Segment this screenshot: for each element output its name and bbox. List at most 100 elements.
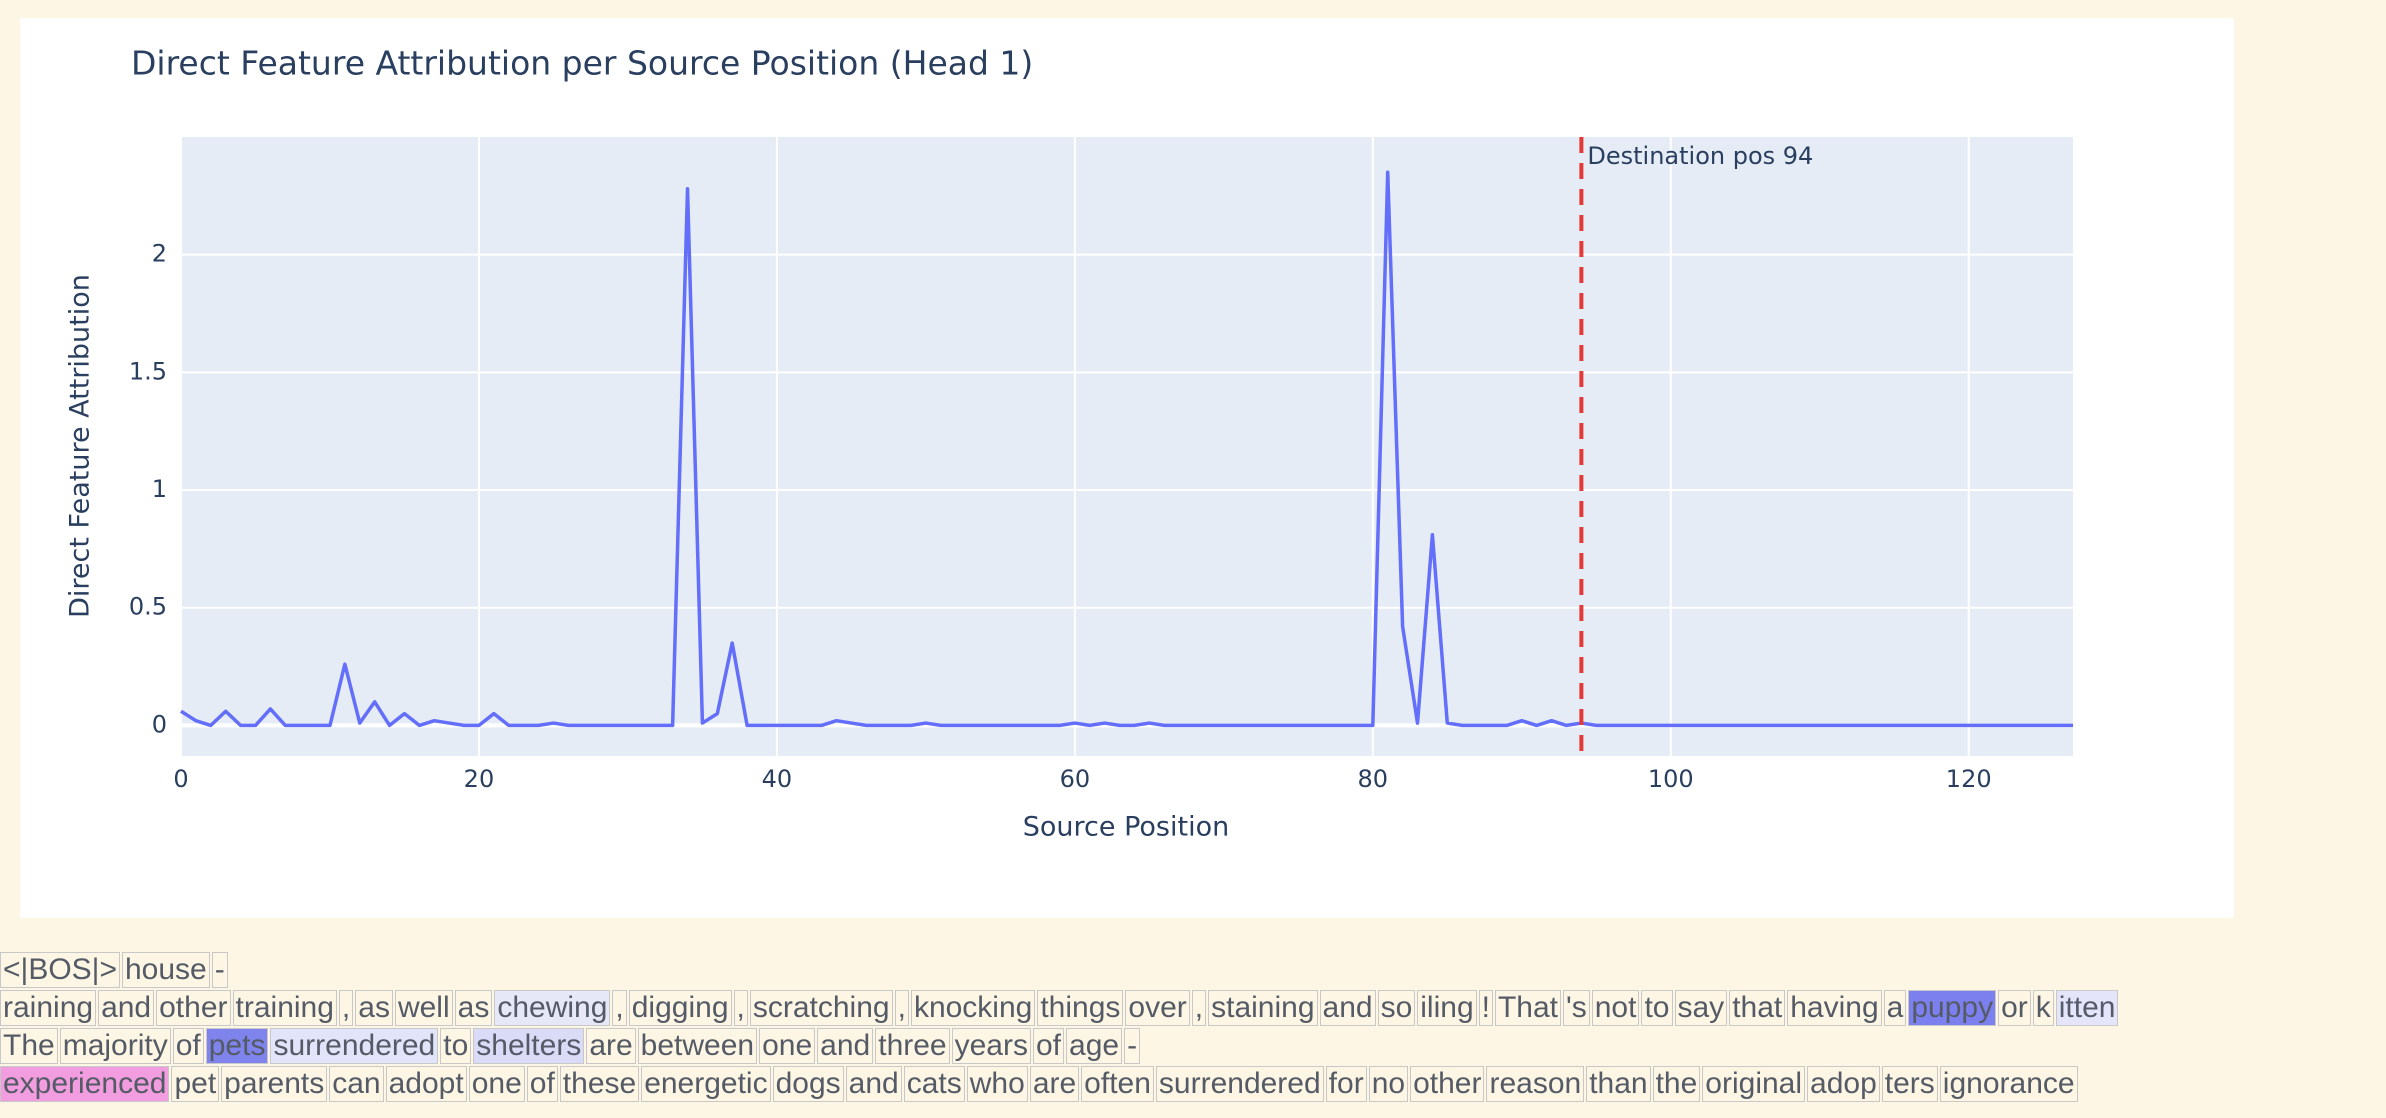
token: as (454, 990, 493, 1026)
token: surrendered (270, 1028, 439, 1064)
token: and (817, 1028, 874, 1064)
token: , (733, 990, 748, 1026)
token: say (1674, 990, 1728, 1026)
token: - (211, 952, 228, 988)
y-tick-label: 0 (152, 710, 167, 738)
token: are (586, 1028, 636, 1064)
y-tick-label: 0.5 (129, 593, 167, 621)
x-tick-label: 80 (1358, 765, 1389, 793)
token: majority (59, 1028, 171, 1064)
plot-area (181, 137, 2073, 756)
token: chewing (494, 990, 611, 1026)
token: surrendered (1155, 1066, 1324, 1102)
token: to (440, 1028, 472, 1064)
token: age (1066, 1028, 1123, 1064)
token: parents (221, 1066, 328, 1102)
token-row: <|BOS|> house - (0, 952, 2386, 990)
token: dogs (772, 1066, 844, 1102)
token: not (1591, 990, 1640, 1026)
token: between (637, 1028, 758, 1064)
token: adopt (385, 1066, 467, 1102)
y-axis-label: Direct Feature Attribution (65, 274, 96, 618)
token: often (1081, 1066, 1154, 1102)
token: than (1586, 1066, 1651, 1102)
token: things (1037, 990, 1124, 1026)
x-tick-label: 20 (464, 765, 495, 793)
token: adop (1807, 1066, 1880, 1102)
token: cats (903, 1066, 965, 1102)
token: of (526, 1066, 558, 1102)
token: training (232, 990, 337, 1026)
token: one (759, 1028, 816, 1064)
token: over (1125, 990, 1190, 1026)
x-tick-label: 100 (1648, 765, 1694, 793)
token: staining (1208, 990, 1318, 1026)
token: original (1702, 1066, 1806, 1102)
token: The (0, 1028, 58, 1064)
token-row: The majority of pets surrendered to shelters ar… (0, 1028, 2386, 1066)
x-tick-label: 60 (1060, 765, 1091, 793)
token: and (1319, 990, 1376, 1026)
token: can (329, 1066, 384, 1102)
token: years (951, 1028, 1031, 1064)
token: one (468, 1066, 525, 1102)
token: to (1641, 990, 1673, 1026)
token: other (156, 990, 231, 1026)
data-line (180, 170, 2073, 728)
token: as (355, 990, 393, 1026)
token: experienced (0, 1066, 170, 1102)
token: shelters (473, 1028, 585, 1064)
token: house (121, 952, 210, 988)
token: That (1494, 990, 1562, 1026)
reference-label: Destination pos 94 (1587, 142, 1813, 170)
token: of (1032, 1028, 1065, 1064)
token: ignorance (1939, 1066, 2078, 1102)
token: a (1883, 990, 1907, 1026)
token: digging (628, 990, 732, 1026)
token: and (845, 1066, 902, 1102)
token: , (1191, 990, 1207, 1026)
token: energetic (641, 1066, 771, 1102)
token-row: experienced pet parents can adopt one of these e… (0, 1066, 2386, 1104)
token: pet (171, 1066, 220, 1102)
y-tick-label: 1 (152, 475, 167, 503)
x-tick-label: 40 (762, 765, 793, 793)
x-axis-label: Source Position (1023, 812, 1229, 843)
token: , (612, 990, 627, 1026)
token: are (1029, 1066, 1080, 1102)
token: <|BOS|> (0, 952, 120, 988)
token: well (394, 990, 453, 1026)
token: other (1410, 1066, 1485, 1102)
chart: Direct Feature Attribution per Source Po… (20, 18, 2234, 918)
token: puppy (1908, 990, 1997, 1026)
token: and (98, 990, 155, 1026)
token-display: <|BOS|> house - raining and other training, as w… (0, 952, 2386, 1104)
x-tick-label: 0 (173, 765, 188, 793)
chart-title: Direct Feature Attribution per Source Po… (131, 44, 1033, 83)
token: ! (1478, 990, 1493, 1026)
token: having (1787, 990, 1882, 1026)
token: that (1729, 990, 1786, 1026)
x-tick-label: 120 (1946, 765, 1992, 793)
token: itten (2055, 990, 2119, 1026)
token: of (172, 1028, 204, 1064)
token: iling (1417, 990, 1477, 1026)
y-tick-label: 2 (152, 240, 167, 268)
token: no (1368, 1066, 1409, 1102)
token: pets (205, 1028, 269, 1064)
token: raining (0, 990, 97, 1026)
token: scratching (749, 990, 893, 1026)
token: , (894, 990, 909, 1026)
token: knocking (910, 990, 1036, 1026)
token-row: raining and other training, as well as chewing,… (0, 990, 2386, 1028)
token: ters (1881, 1066, 1938, 1102)
token: for (1325, 1066, 1367, 1102)
token: these (559, 1066, 640, 1102)
token: k (2032, 990, 2054, 1026)
token: reason (1486, 1066, 1585, 1102)
token: who (966, 1066, 1028, 1102)
token: 's (1563, 990, 1590, 1026)
token: the (1652, 1066, 1701, 1102)
token: so (1377, 990, 1416, 1026)
